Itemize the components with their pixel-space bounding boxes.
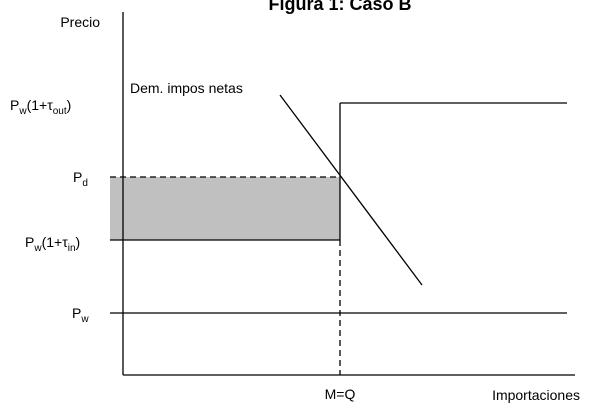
label-part: P bbox=[25, 234, 34, 250]
label-part: out bbox=[53, 106, 67, 117]
label-part: in bbox=[68, 243, 76, 254]
label-part: τ bbox=[62, 234, 68, 250]
label-part: w bbox=[80, 314, 89, 325]
curve-label: Dem. impos netas bbox=[130, 80, 243, 96]
price-label: Pd bbox=[73, 169, 88, 189]
label-part: w bbox=[33, 243, 42, 254]
price-label: Pw(1+τin) bbox=[25, 234, 80, 254]
label-part: ) bbox=[76, 234, 81, 250]
label-part: P bbox=[73, 169, 82, 185]
label-part: ) bbox=[67, 97, 72, 113]
shaded-area bbox=[110, 177, 340, 240]
label-part: P bbox=[10, 97, 19, 113]
demand-curve bbox=[279, 94, 423, 286]
x-axis-label: Importaciones bbox=[492, 387, 580, 403]
label-part: P bbox=[72, 305, 81, 321]
label-part: τ bbox=[47, 97, 53, 113]
quantity-label: M=Q bbox=[325, 386, 356, 402]
label-part: d bbox=[82, 178, 88, 189]
price-label: Pw(1+τout) bbox=[10, 97, 71, 117]
label-part: (1+ bbox=[27, 97, 48, 113]
price-label: Pw bbox=[72, 305, 89, 325]
title: Figura 1: Caso B bbox=[268, 0, 411, 14]
y-axis-label: Precio bbox=[60, 14, 100, 30]
label-part: (1+ bbox=[42, 234, 63, 250]
label-part: w bbox=[18, 106, 27, 117]
